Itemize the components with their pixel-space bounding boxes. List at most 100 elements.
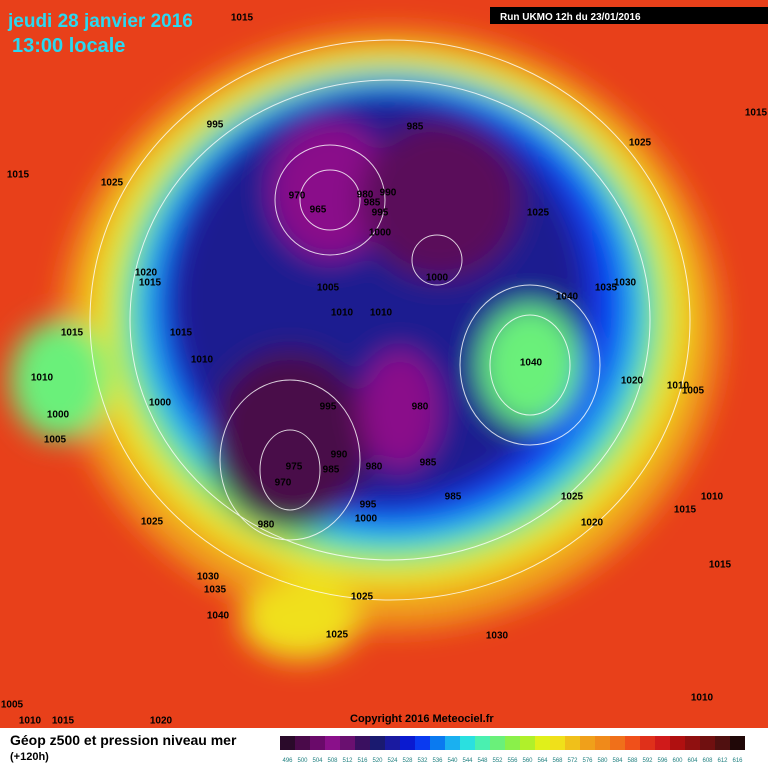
isobar-label: 995 (320, 402, 337, 413)
legend-label: 572 (567, 758, 578, 764)
legend-label: 496 (282, 758, 293, 764)
legend-label: 540 (447, 758, 458, 764)
isobar-label: 1020 (150, 716, 173, 727)
isobar-label: 1015 (139, 278, 162, 289)
legend-label: 548 (477, 758, 488, 764)
legend-label: 568 (552, 758, 563, 764)
isobar-label: 1020 (581, 518, 604, 529)
isobar-label: 1030 (614, 278, 637, 289)
isobar-label: 1000 (426, 273, 449, 284)
isobar-label: 1025 (141, 517, 164, 528)
legend-swatch (310, 736, 325, 750)
isobar-label: 1025 (527, 208, 550, 219)
legend-swatch (730, 736, 745, 750)
isobar-label: 1035 (204, 585, 227, 596)
time: 13:00 locale (12, 35, 125, 57)
legend-swatch (370, 736, 385, 750)
legend-swatch (685, 736, 700, 750)
legend-label: 544 (462, 758, 473, 764)
isobar-label: 1005 (1, 700, 24, 711)
isobar-label: 995 (372, 208, 389, 219)
isobar-label: 1010 (31, 373, 54, 384)
isobar-label: 1040 (556, 292, 579, 303)
legend-swatch (490, 736, 505, 750)
isobar-label: 1030 (486, 631, 509, 642)
isobar-label: 990 (380, 188, 397, 199)
legend-label: 536 (432, 758, 443, 764)
isobar-label: 1015 (745, 108, 768, 119)
legend-swatch (700, 736, 715, 750)
legend-swatch (565, 736, 580, 750)
isobar-label: 1010 (331, 308, 354, 319)
legend-label: 516 (357, 758, 368, 764)
isobar-label: 975 (286, 462, 303, 473)
legend-label: 612 (717, 758, 728, 764)
isobar-label: 1025 (629, 138, 652, 149)
legend-label: 608 (702, 758, 713, 764)
isobar-label: 980 (412, 402, 429, 413)
legend-swatch (580, 736, 595, 750)
isobar-label: 1020 (621, 376, 644, 387)
isobar-label: 1010 (691, 693, 714, 704)
legend-label: 512 (342, 758, 353, 764)
isobar-label: 985 (420, 458, 437, 469)
legend-label: 588 (627, 758, 638, 764)
legend-swatch (415, 736, 430, 750)
isobar-label: 1015 (52, 716, 75, 727)
isobar-label: 965 (310, 205, 327, 216)
legend-label: 580 (597, 758, 608, 764)
legend-label: 520 (372, 758, 383, 764)
isobar-label: 1025 (101, 178, 124, 189)
legend-swatch (430, 736, 445, 750)
legend-label: 576 (582, 758, 593, 764)
isobar-label: 1005 (682, 386, 705, 397)
copyright: Copyright 2016 Meteociel.fr (350, 713, 494, 725)
isobar-label: 980 (258, 520, 275, 531)
isobar-label: 985 (445, 492, 462, 503)
legend-label: 600 (672, 758, 683, 764)
isobar-label: 1015 (7, 170, 30, 181)
isobar-label: 995 (207, 120, 224, 131)
legend-swatch (670, 736, 685, 750)
legend-swatch (715, 736, 730, 750)
legend-swatch (475, 736, 490, 750)
legend-swatch (535, 736, 550, 750)
legend-swatch (325, 736, 340, 750)
isobar-label: 1010 (701, 492, 724, 503)
isobar-label: 1015 (170, 328, 193, 339)
legend-label: 504 (312, 758, 323, 764)
isobar-label: 1015 (61, 328, 84, 339)
isobar-label: 1010 (667, 381, 690, 392)
legend-label: 552 (492, 758, 503, 764)
run-box (490, 7, 768, 24)
isobar-label: 970 (289, 191, 306, 202)
isobar-label: 985 (364, 198, 381, 209)
isobar-label: 990 (331, 450, 348, 461)
isobar-label: 1030 (197, 572, 220, 583)
legend-swatch (295, 736, 310, 750)
legend-label: 560 (522, 758, 533, 764)
isobar-label: 1010 (191, 355, 214, 366)
legend-label: 616 (732, 758, 743, 764)
legend-swatch (385, 736, 400, 750)
isobar-label: 985 (323, 465, 340, 476)
legend-label: 524 (387, 758, 398, 764)
isobar-label: 995 (360, 500, 377, 511)
legend-label: 528 (402, 758, 413, 764)
legend-label: 532 (417, 758, 428, 764)
isobar-label: 1015 (709, 560, 732, 571)
legend-swatch (340, 736, 355, 750)
legend-swatch (505, 736, 520, 750)
legend-label: 604 (687, 758, 698, 764)
isobar-label: 1020 (135, 268, 158, 279)
legend-label: 584 (612, 758, 623, 764)
legend-swatch (520, 736, 535, 750)
isobar-label: 1025 (326, 630, 349, 641)
legend-swatch (550, 736, 565, 750)
isobar-label: 1005 (44, 435, 67, 446)
legend-swatch (400, 736, 415, 750)
legend-swatch (595, 736, 610, 750)
legend-title: Géop z500 et pression niveau mer (10, 732, 237, 748)
legend-subtitle: (+120h) (10, 751, 49, 763)
